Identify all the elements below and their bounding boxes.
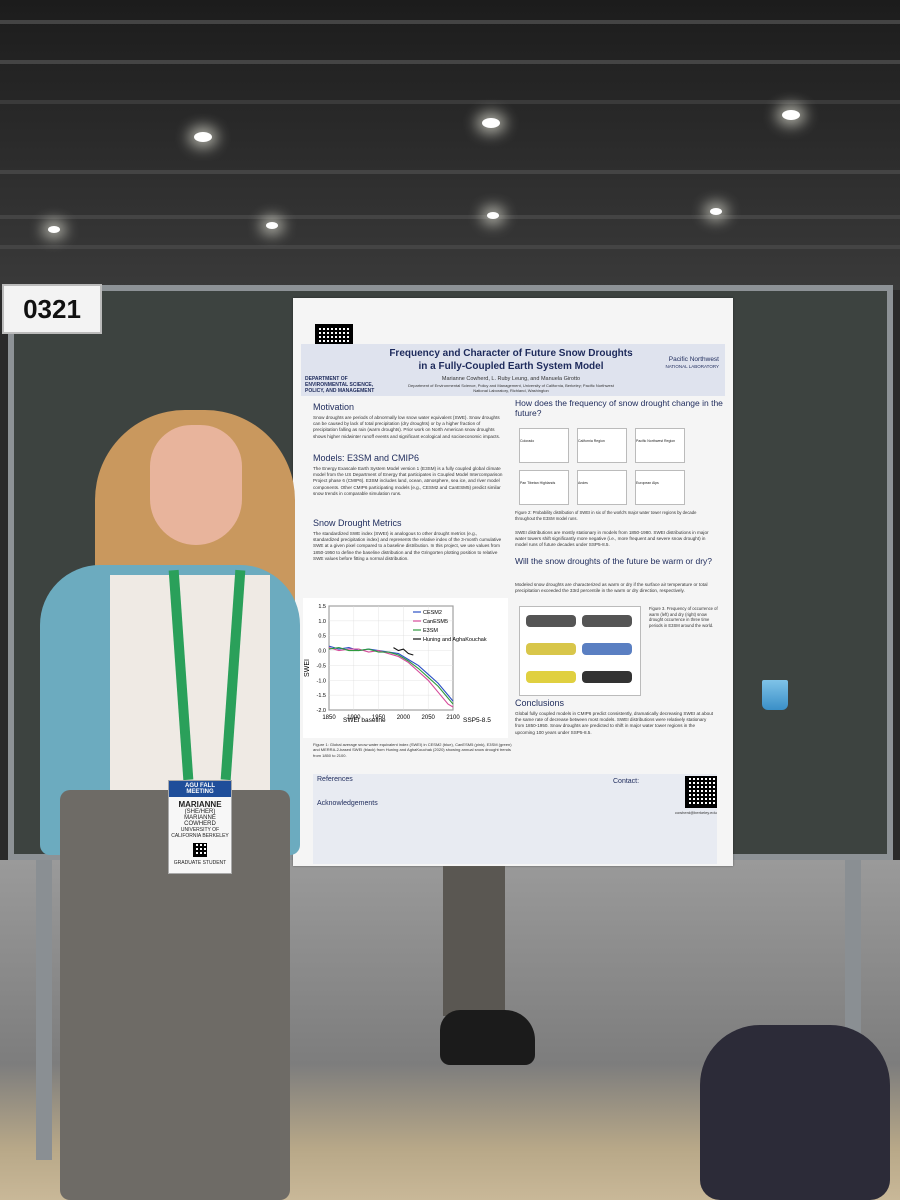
frequency-heading: How does the frequency of snow drought c… [515,398,723,418]
motivation-text: Snow droughts are periods of abnormally … [313,415,501,439]
distribution-thumbnail: Pan Tibetan Highlands [519,470,569,505]
series-line-huning-and-aghakouchak [393,647,414,656]
x-tick-label: 1950 [372,715,386,721]
legend-label: Huning and AghaKouchak [423,637,487,643]
models-text: The Energy Exascale Earth System Model v… [313,466,503,496]
pnnl-logo-line2: NATIONAL LABORATORY [665,363,719,369]
badge-full-name: MARIANNE COWHERD [184,815,216,827]
y-tick-label: -2.0 [317,708,326,714]
ceiling-truss [0,170,900,174]
swei-line-chart: 1850 1900 1950 2000 2050 2100 1.5 1.0 0.5 0.0 -0.5… [303,598,508,738]
legend-label: CESM2 [423,610,442,616]
badge-qr-code-icon [193,843,207,857]
pnnl-logo: Pacific Northwest NATIONAL LABORATORY [647,356,719,369]
affiliation-list: Department of Environmental Science, Pol… [408,382,614,393]
ceiling-light [487,212,499,219]
chart-annotation-baseline: SWEI baseline [343,717,386,724]
warm-dry-text: Modeled snow droughts are characterized … [515,582,708,594]
chart-annotation-scenario: SSP5-8.5 [463,717,491,724]
ceiling-truss [0,215,900,219]
x-tick-label: 2050 [422,715,436,721]
name-badge: AGU FALL MEETING MARIANNE (SHE/HER) MARI… [168,780,232,874]
motivation-heading: Motivation [313,402,355,412]
series-line-canesm5 [328,647,454,708]
x-tick-label: 2100 [446,715,460,721]
poster-authors: Marianne Cowherd, L. Ruby Leung, and Man… [401,376,621,393]
y-tick-label: 0.0 [318,649,326,655]
ceiling-truss [0,100,900,104]
badge-first-name: MARIANNE [178,800,222,809]
y-tick-label: -1.5 [317,693,326,699]
y-axis-label: SWEI [304,659,311,677]
y-tick-label: 1.5 [318,604,326,610]
paper-cup [762,680,788,710]
second-person-legs [443,866,505,1016]
figure2-caption: Figure 2: Probability distribution of SW… [515,510,697,521]
conclusions-text: Global fully coupled models in CMIP6 pre… [515,711,714,735]
poster-title-line1: Frequency and Character of Future Snow D… [389,348,633,359]
footer-panel: References Acknowledgements Contact: cow… [313,774,717,864]
author-list: Marianne Cowherd, L. Ruby Leung, and Man… [441,376,581,382]
contact-qr-code-icon [685,776,717,808]
x-tick-label: 1850 [322,715,336,721]
distribution-thumbnail: Colorado [519,428,569,463]
ceiling-light [482,118,500,128]
ceiling-light [266,222,278,229]
ceiling-light [710,208,722,215]
figure3-caption: Figure 3. Frequency of occurrence of war… [649,606,718,629]
figure1-caption: Figure 1: Global average snow water equi… [313,742,512,758]
ceiling-light [48,226,60,233]
ceiling-truss [0,60,900,64]
badge-affiliation: UNIVERSITY OF CALIFORNIA BERKELEY [171,827,229,839]
shoes [440,1010,535,1065]
distribution-thumbnail: Andes [577,470,627,505]
research-poster: DEPARTMENT OF ENVIRONMENTAL SCIENCE, POL… [293,298,733,866]
snow-drought-maps [519,606,641,696]
distribution-thumbnail: European Alps [635,470,685,505]
badge-role: GRADUATE STUDENT [173,860,227,866]
ceiling [0,0,900,290]
y-tick-label: 0.5 [318,634,326,640]
conclusions-heading: Conclusions [515,698,565,708]
x-tick-label: 2000 [397,715,411,721]
y-tick-label: -1.0 [317,678,326,684]
ceiling-truss [0,20,900,24]
acknowledgements-heading: Acknowledgements [317,800,378,807]
distribution-thumbnail: Pacific Northwest Region [635,428,685,463]
pnnl-logo-line1: Pacific Northwest [668,356,719,363]
legend-label: E3SM [423,628,438,634]
series-line-cesm2 [328,645,454,702]
berkeley-logo: DEPARTMENT OF ENVIRONMENTAL SCIENCE, POL… [305,376,375,394]
legend-label: CanESM5 [423,619,448,625]
poster-title-line2: in a Fully-Coupled Earth System Model [418,360,604,372]
face [150,425,242,545]
poster-title: Frequency and Character of Future Snow D… [371,348,651,373]
board-leg [36,860,52,1160]
poster-header: DEPARTMENT OF ENVIRONMENTAL SCIENCE, POL… [301,344,725,396]
models-heading: Models: E3SM and CMIP6 [313,453,420,463]
ceiling-light [194,132,212,142]
badge-event: AGU FALL MEETING [169,781,231,797]
metrics-heading: Snow Drought Metrics [313,518,402,528]
contact-label: Contact: [613,778,640,785]
references-heading: References [317,776,353,783]
backpack [700,1025,890,1200]
badge-pronouns: (SHE/HER) [184,809,216,815]
metrics-text: The standardized SWE index (SWEI) is ana… [313,531,502,561]
ceiling-light [782,110,800,120]
y-tick-label: 1.0 [318,619,326,625]
board-number: 0321 [2,284,102,334]
warm-dry-heading: Will the snow droughts of the future be … [515,556,713,566]
x-tick-label: 1900 [347,715,361,721]
contact-email: cowherd@berkeley.edu [675,810,717,815]
ceiling-truss [0,245,900,249]
y-tick-label: -0.5 [317,663,326,669]
distribution-thumbnail: California Region [577,428,627,463]
frequency-text: SWEI distributions are mostly stationary… [515,530,709,548]
series-line-e3sm [328,647,454,705]
